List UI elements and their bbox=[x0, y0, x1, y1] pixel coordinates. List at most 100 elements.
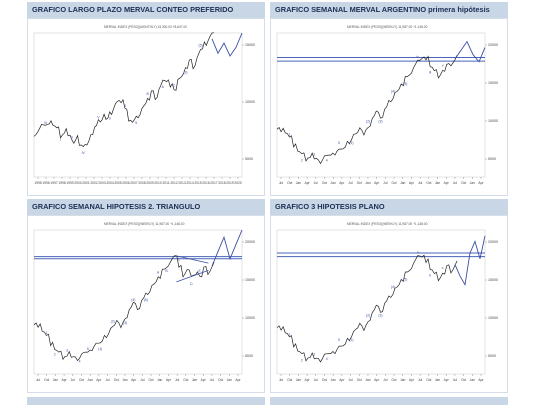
bottom-strip-right bbox=[270, 397, 508, 405]
panel-title: GRAFICO LARGO PLAZO MERVAL CONTEO PREFER… bbox=[32, 5, 234, 14]
x-tick-label: 2000 bbox=[74, 181, 82, 185]
y-tick-label: 15000 bbox=[488, 278, 498, 282]
x-tick-label: Jan bbox=[400, 378, 405, 382]
x-tick-label: Oct bbox=[461, 378, 466, 382]
x-tick-label: 2009 bbox=[146, 181, 154, 185]
plot-frame bbox=[33, 229, 243, 375]
wave-label: 1 bbox=[45, 331, 47, 335]
x-tick-label: Jul bbox=[175, 378, 179, 382]
wave-label: II bbox=[71, 135, 73, 139]
x-tick-label: Apr bbox=[478, 378, 484, 382]
x-tick-label: Jan bbox=[122, 378, 127, 382]
wave-label: 2 bbox=[301, 158, 303, 162]
wave-label: 5 bbox=[338, 141, 340, 145]
x-tick-label: Apr bbox=[374, 181, 380, 185]
panel-title: GRAFICO SEMANAL HIPOTESIS 2. TRIANGULO bbox=[32, 202, 201, 211]
panel-header: GRAFICO 3 HIPOTESIS PLANO bbox=[270, 199, 508, 215]
x-tick-label: Jan bbox=[296, 378, 301, 382]
plot-frame bbox=[276, 229, 486, 375]
wave-label: b bbox=[429, 273, 431, 277]
x-tick-label: Apr bbox=[305, 378, 311, 382]
x-tick-label: 1996 bbox=[42, 181, 50, 185]
x-tick-label: 1999 bbox=[66, 181, 74, 185]
x-tick-label: Oct bbox=[391, 181, 396, 185]
x-tick-label: 2019 bbox=[226, 181, 234, 185]
bottom-strip-left bbox=[27, 397, 265, 405]
wave-label: E bbox=[198, 269, 201, 273]
x-tick-label: Jan bbox=[435, 378, 440, 382]
wave-label: 4 bbox=[326, 158, 328, 162]
x-tick-label: Apr bbox=[339, 378, 345, 382]
x-tick-label: Oct bbox=[148, 378, 153, 382]
y-tick-label: 15000 bbox=[245, 43, 255, 47]
x-tick-label: Jul bbox=[36, 378, 40, 382]
wave-label: A bbox=[162, 85, 165, 89]
wave-label: 1 bbox=[288, 332, 290, 336]
wave-label: (5) bbox=[403, 278, 407, 282]
wave-label: (1) bbox=[349, 141, 353, 145]
x-tick-label: 2002 bbox=[90, 181, 98, 185]
x-tick-label: Jul bbox=[453, 378, 457, 382]
x-tick-label: 2016 bbox=[202, 181, 210, 185]
x-tick-label: Jul bbox=[314, 378, 318, 382]
x-tick-label: Oct bbox=[44, 378, 49, 382]
x-tick-label: Jan bbox=[88, 378, 93, 382]
panel-title: GRAFICO SEMANAL MERVAL ARGENTINO primera… bbox=[275, 5, 490, 14]
wave-label: 3 bbox=[313, 153, 315, 157]
x-tick-label: 2020 bbox=[234, 181, 242, 185]
x-tick-label: Apr bbox=[409, 181, 415, 185]
x-tick-label: Oct bbox=[322, 181, 327, 185]
y-tick-label: 5000 bbox=[488, 157, 496, 161]
x-tick-label: Oct bbox=[79, 378, 84, 382]
chart-area: MERVAL INDEX (PESO)(WEEKLY) 11,987.00 +1… bbox=[270, 215, 508, 393]
price-series bbox=[276, 254, 458, 363]
x-tick-label: Oct bbox=[287, 181, 292, 185]
x-tick-label: Oct bbox=[114, 378, 119, 382]
chart-area: MERVAL INDEX (PESO)(WEEKLY) 11,987.00 +1… bbox=[270, 18, 508, 196]
wave-label: III bbox=[44, 121, 47, 125]
wave-label: C bbox=[178, 258, 181, 262]
x-tick-label: Jul bbox=[418, 378, 422, 382]
x-tick-label: Oct bbox=[426, 378, 431, 382]
wave-label: 4 bbox=[79, 360, 81, 364]
wave-label: iii bbox=[429, 71, 432, 75]
y-tick-label: 15000 bbox=[245, 278, 255, 282]
x-tick-label: Jul bbox=[348, 378, 352, 382]
x-tick-label: Jan bbox=[435, 181, 440, 185]
wave-label: (2) bbox=[366, 120, 370, 124]
y-tick-label: 5000 bbox=[245, 354, 253, 358]
x-tick-label: 2015 bbox=[194, 181, 202, 185]
x-tick-label: Jan bbox=[470, 378, 475, 382]
wave-label: B bbox=[165, 269, 168, 273]
price-series bbox=[33, 32, 214, 147]
panel-top-left: GRAFICO LARGO PLAZO MERVAL CONTEO PREFER… bbox=[27, 2, 265, 196]
wave-label: (3) bbox=[123, 321, 127, 325]
x-tick-label: Jan bbox=[331, 378, 336, 382]
y-tick-label: 20000 bbox=[488, 43, 498, 47]
chart-svg: MERVAL INDEX (PESO)(WEEKLY) 11,987.00 +1… bbox=[276, 25, 498, 185]
x-tick-label: 2003 bbox=[98, 181, 106, 185]
chart-header-line: MERVAL INDEX (PESO)(WEEKLY) 11,987.00 +1… bbox=[104, 222, 185, 226]
wave-label: V bbox=[97, 115, 100, 119]
wave-label: 2 bbox=[54, 353, 56, 357]
x-tick-label: Apr bbox=[444, 378, 450, 382]
wave-label: (5) bbox=[199, 43, 203, 47]
x-tick-label: Oct bbox=[287, 378, 292, 382]
chart-svg: MERVAL INDEX (PESO)(WEEKLY) 11,987.00 +1… bbox=[33, 222, 255, 382]
wave-label: 4 bbox=[326, 357, 328, 361]
x-tick-label: 2006 bbox=[122, 181, 130, 185]
x-tick-label: 2013 bbox=[178, 181, 186, 185]
x-tick-label: Jul bbox=[71, 378, 75, 382]
wave-label: 5 bbox=[87, 347, 89, 351]
x-tick-label: Apr bbox=[201, 378, 207, 382]
x-tick-label: 2001 bbox=[82, 181, 90, 185]
x-tick-label: 2010 bbox=[154, 181, 162, 185]
wave-label: (2) bbox=[366, 314, 370, 318]
wave-label: (4) bbox=[131, 298, 135, 302]
x-tick-label: Oct bbox=[461, 181, 466, 185]
wave-label: 1 bbox=[288, 133, 290, 137]
x-tick-label: Jan bbox=[53, 378, 58, 382]
wave-label: (3) bbox=[378, 120, 382, 124]
wave-label: a bbox=[417, 250, 419, 254]
wave-label: D bbox=[190, 282, 193, 286]
